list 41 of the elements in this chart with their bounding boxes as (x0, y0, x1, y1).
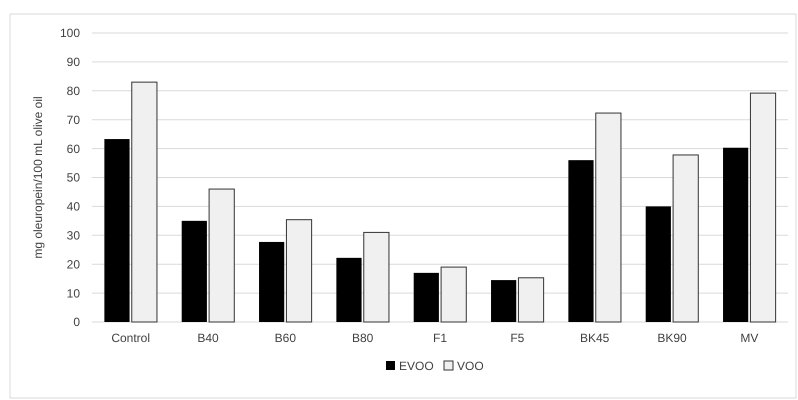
bar (414, 272, 439, 322)
y-tick-label: 100 (60, 26, 80, 40)
y-tick-label: 40 (66, 200, 80, 214)
bar (723, 148, 748, 322)
bar (491, 280, 516, 322)
x-tick-label: B40 (197, 331, 219, 345)
legend-label: VOO (457, 359, 484, 373)
y-axis-title: mg oleuropein/100 mL olive oil (31, 96, 45, 259)
bar (286, 219, 312, 322)
bar (750, 92, 776, 322)
x-tick-label: F1 (432, 331, 448, 345)
x-tick-label: B60 (274, 331, 296, 345)
bar (208, 188, 235, 322)
bar (104, 139, 130, 322)
y-tick-label: 60 (66, 142, 80, 156)
y-tick-label: 10 (66, 286, 80, 300)
x-tick-label: BK45 (580, 331, 610, 345)
y-tick-label: 20 (66, 257, 80, 272)
bar (259, 242, 284, 322)
x-tick-label: B80 (352, 331, 374, 345)
y-tick-label: 80 (66, 84, 80, 98)
legend-label: EVOO (399, 359, 434, 373)
bar (672, 154, 699, 322)
bar (646, 206, 671, 322)
bar (182, 220, 207, 322)
y-tick-label: 70 (66, 112, 80, 127)
bar (440, 266, 467, 322)
x-tick-label: F5 (510, 331, 525, 345)
x-tick-label: MV (740, 331, 758, 345)
bar (336, 258, 362, 322)
y-tick-label: 0 (73, 315, 80, 330)
bar (595, 112, 622, 322)
y-tick-label: 50 (66, 170, 80, 185)
y-tick-label: 90 (66, 55, 80, 70)
bar (568, 160, 594, 322)
bar (518, 277, 544, 322)
x-tick-label: Control (111, 331, 150, 345)
y-tick-label: 30 (66, 228, 80, 242)
bar (131, 82, 158, 322)
bar (363, 232, 390, 322)
x-tick-label: BK90 (657, 331, 687, 345)
